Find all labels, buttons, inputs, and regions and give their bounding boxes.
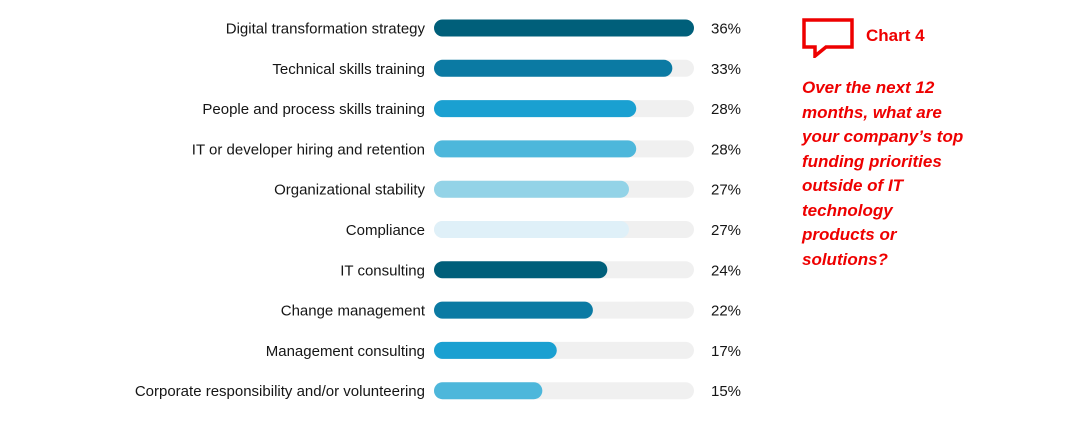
- category-label: Organizational stability: [274, 182, 425, 199]
- category-label: Change management: [281, 303, 426, 320]
- value-label: 28%: [711, 101, 741, 118]
- bar: [434, 221, 629, 238]
- value-label: 36%: [711, 21, 741, 38]
- value-label: 33%: [711, 61, 741, 78]
- bar: [434, 140, 637, 158]
- bar: [434, 59, 673, 77]
- category-label: Management consulting: [266, 343, 425, 360]
- category-label: Digital transformation strategy: [226, 21, 426, 38]
- category-label: Technical skills training: [272, 61, 425, 78]
- value-label: 15%: [711, 383, 741, 400]
- chart-tag: Chart 4: [802, 18, 972, 58]
- value-label: 24%: [711, 262, 741, 279]
- bar: [434, 301, 593, 319]
- chart-sidebar: Chart 4 Over the next 12 months, what ar…: [802, 18, 972, 272]
- bar: [434, 19, 694, 37]
- bar: [434, 100, 637, 118]
- value-label: 17%: [711, 343, 741, 360]
- chart-number-label: Chart 4: [866, 26, 925, 45]
- category-label: People and process skills training: [202, 101, 425, 118]
- category-label: IT or developer hiring and retention: [192, 141, 425, 158]
- bar: [434, 382, 543, 400]
- value-label: 22%: [711, 303, 741, 320]
- value-label: 27%: [711, 222, 741, 239]
- category-label: Corporate responsibility and/or voluntee…: [135, 383, 425, 400]
- speech-bubble-icon: [802, 18, 854, 58]
- bar: [434, 261, 608, 279]
- category-label: IT consulting: [340, 262, 425, 279]
- value-label: 27%: [711, 182, 741, 199]
- category-label: Compliance: [346, 222, 425, 239]
- bar: [434, 341, 557, 359]
- bar: [434, 180, 629, 198]
- value-label: 28%: [711, 141, 741, 158]
- survey-question: Over the next 12 months, what are your c…: [802, 78, 964, 269]
